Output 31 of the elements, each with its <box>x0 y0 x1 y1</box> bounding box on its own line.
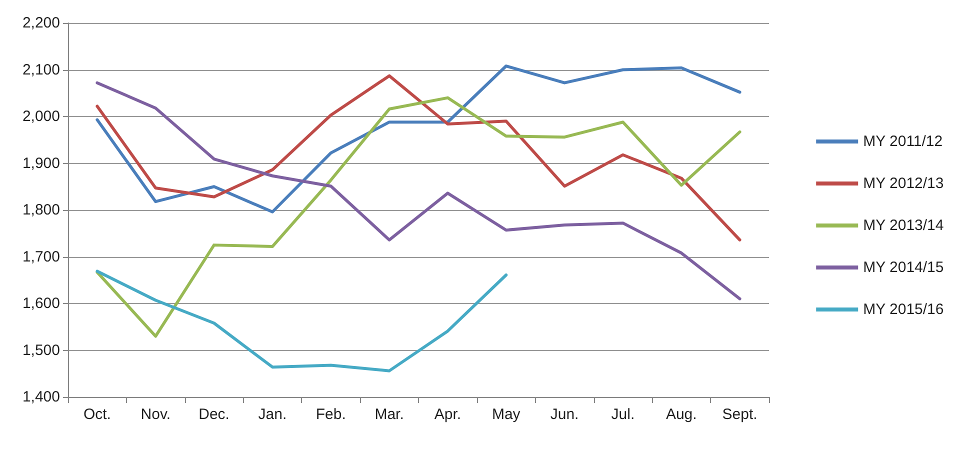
legend-label: MY 2013/14 <box>863 217 944 234</box>
y-tick-label: 1,900 <box>22 154 60 172</box>
x-tick-label: Jan. <box>258 406 287 423</box>
x-tick-label: Oct. <box>83 406 111 423</box>
y-tick-label: 1,400 <box>22 388 60 406</box>
x-tick-label: Mar. <box>374 406 404 423</box>
line-series <box>96 64 742 214</box>
x-tick-label: Jun. <box>550 406 579 423</box>
y-tick-label: 1,800 <box>22 202 60 218</box>
x-tick-label: Jul. <box>611 406 635 423</box>
legend-label: MY 2014/15 <box>863 259 944 276</box>
x-tick-label: Dec. <box>198 406 230 423</box>
legend-label: MY 2012/13 <box>863 175 944 192</box>
y-tick-label: 2,200 <box>22 14 60 32</box>
x-tick-label: Aug. <box>666 406 697 423</box>
line-series <box>96 74 742 242</box>
x-tick-label: Sept. <box>722 406 758 423</box>
legend-label: MY 2015/16 <box>863 301 944 318</box>
y-tick-label: 2,100 <box>22 61 60 78</box>
x-tick-label: Feb. <box>316 406 346 423</box>
line-series <box>96 96 742 338</box>
x-tick-label: Nov. <box>140 406 170 423</box>
y-tick-label: 1,500 <box>22 342 60 359</box>
line-series <box>96 270 508 372</box>
y-tick-label: 1,600 <box>22 295 60 312</box>
x-tick-label: Apr. <box>434 406 462 423</box>
legend-label: MY 2011/12 <box>863 133 943 150</box>
y-tick-label: 1,700 <box>22 248 60 266</box>
y-tick-label: 2,000 <box>22 108 60 125</box>
x-tick-label: May <box>492 406 521 423</box>
line-series <box>96 81 742 300</box>
